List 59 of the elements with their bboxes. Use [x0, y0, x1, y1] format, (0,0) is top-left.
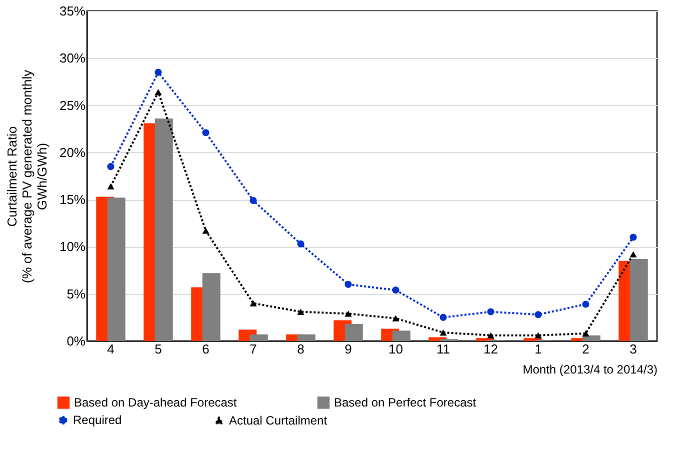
point — [344, 280, 352, 288]
x-tick-label: 6 — [202, 342, 210, 356]
legend-label: Actual Curtailment — [229, 413, 328, 428]
x-tick-label: 9 — [344, 342, 352, 356]
point — [534, 332, 542, 338]
legend-label: Based on Day-ahead Forecast — [74, 396, 238, 410]
y-tick-label: 25% — [59, 98, 86, 113]
legend-label: Required — [73, 413, 122, 428]
point — [440, 314, 447, 321]
point — [534, 311, 542, 318]
y-tick-label: 5% — [66, 286, 86, 302]
point — [202, 129, 210, 136]
y-axis-title: Curtailment Ratio (% of average PV generated monthly GWh/GWh) — [4, 69, 50, 284]
y-tick-label: 10% — [59, 239, 86, 254]
x-tick-label: 5 — [154, 342, 162, 356]
bar — [107, 198, 126, 341]
point — [250, 300, 257, 306]
legend-label: Based on Perfect Forecast — [334, 396, 477, 410]
point — [487, 332, 494, 338]
x-tick-label: 4 — [107, 342, 114, 356]
x-tick-label: 7 — [250, 342, 257, 356]
point — [392, 286, 400, 294]
point — [392, 315, 400, 322]
x-tick-label: 1 — [534, 342, 542, 356]
bar — [582, 335, 600, 341]
point — [344, 310, 352, 317]
point — [107, 183, 114, 190]
x-tick-label: 11 — [436, 342, 450, 356]
y-tick-label: 20% — [59, 144, 86, 160]
point — [297, 240, 304, 248]
bar — [297, 334, 316, 341]
y-tick-label: 0% — [66, 334, 86, 348]
bar — [392, 330, 410, 341]
point — [250, 196, 257, 204]
x-tick-label: 8 — [297, 342, 304, 356]
x-tick-label: 2 — [582, 342, 590, 356]
y-tick-label: 35% — [59, 4, 86, 18]
bar — [202, 273, 220, 341]
bar — [250, 334, 268, 341]
point — [297, 308, 304, 315]
point — [107, 163, 114, 170]
bar — [630, 258, 648, 341]
point — [202, 228, 210, 234]
y-tick-label: 30% — [59, 50, 86, 66]
point — [582, 330, 590, 337]
x-tick-label: 10 — [388, 342, 403, 356]
point — [630, 234, 637, 241]
bar — [344, 324, 363, 341]
x-axis-title: Month (2013/4 to 2014/3) — [522, 362, 658, 376]
x-tick-label: 12 — [484, 342, 498, 356]
point — [630, 251, 637, 258]
point — [487, 308, 494, 316]
point — [154, 68, 162, 76]
point — [582, 300, 590, 308]
y-tick-label: 15% — [59, 192, 86, 208]
bar — [154, 118, 173, 341]
point — [154, 89, 162, 96]
point — [440, 329, 447, 336]
x-tick-label: 3 — [630, 342, 637, 356]
